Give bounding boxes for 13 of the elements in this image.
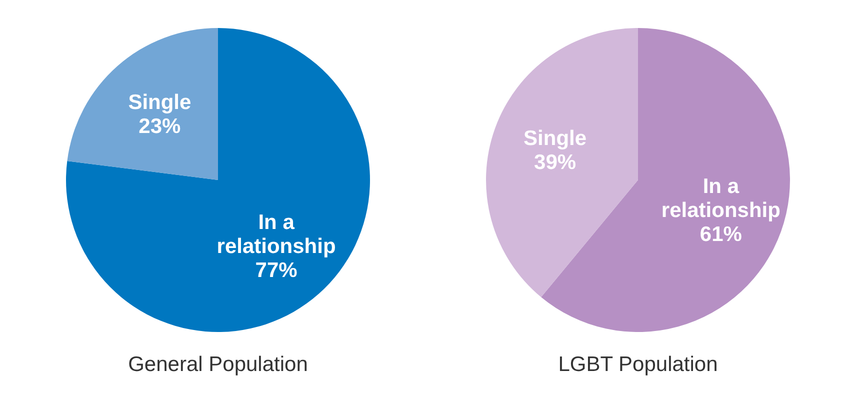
data-label: 61% [700,222,742,246]
data-label: 39% [534,150,576,174]
slice-label: Single [524,126,587,150]
pie-slice [66,28,370,332]
text: LGBT Population [557,353,719,377]
data-label: 77% [255,258,298,282]
pie-slice [67,28,218,180]
text: General Population [127,353,309,377]
slice-label: Single [128,90,192,114]
slice-label: In a relationship [216,210,336,258]
slice-label: In a relationship [661,174,780,222]
data-label: 23% [138,114,182,138]
pie-slice [486,28,638,298]
